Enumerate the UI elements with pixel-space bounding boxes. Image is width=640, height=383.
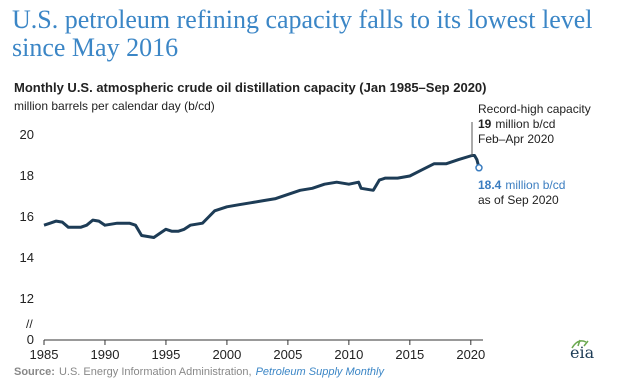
- x-tick-label: 1995: [151, 347, 180, 362]
- y-tick-label: 20: [20, 127, 34, 142]
- x-tick-label: 2000: [212, 347, 241, 362]
- x-tick-label: 2015: [395, 347, 424, 362]
- source-label: Source:: [14, 366, 55, 378]
- logo: eia: [570, 343, 595, 362]
- y-tick-label: 12: [20, 291, 34, 306]
- annotation-number: 18.4: [478, 178, 502, 192]
- logo-mark: [571, 339, 589, 349]
- annotation-value: 19 million b/cd: [478, 117, 555, 131]
- y-tick-label: 0: [27, 332, 34, 347]
- source: Source: U.S. Energy Information Administr…: [14, 366, 385, 378]
- x-tick-label: 2020: [456, 347, 485, 362]
- annotation-note: as of Sep 2020: [478, 193, 559, 207]
- source-publication[interactable]: Petroleum Supply Monthly: [256, 366, 386, 378]
- y-tick-label: 18: [20, 168, 34, 183]
- annotation-number: 19: [478, 117, 492, 131]
- x-tick-label: 2010: [334, 347, 363, 362]
- y-axis-label: million barrels per calendar day (b/cd): [14, 99, 215, 113]
- x-tick-label: 1990: [91, 347, 120, 362]
- chart-title: U.S. petroleum refining capacity falls t…: [12, 5, 593, 34]
- annotation-unit: million b/cd: [495, 117, 555, 131]
- y-tick-label: 16: [20, 209, 34, 224]
- x-tick-label: 2005: [273, 347, 302, 362]
- x-tick-label: 1985: [30, 347, 59, 362]
- line: [43, 154, 481, 239]
- annotation-value: 18.4 million b/cd: [478, 178, 565, 192]
- annotation-heading: Record-high capacity: [478, 102, 591, 116]
- axis-break: //: [26, 317, 33, 331]
- end-marker: [475, 164, 483, 172]
- chart-subtitle: Monthly U.S. atmospheric crude oil disti…: [14, 80, 486, 95]
- source-text: U.S. Energy Information Administration,: [59, 366, 252, 378]
- annotation-unit: million b/cd: [505, 178, 565, 192]
- y-tick-label: 14: [20, 250, 34, 265]
- chart-title: since May 2016: [12, 33, 178, 62]
- annotation-note: Feb–Apr 2020: [478, 132, 554, 146]
